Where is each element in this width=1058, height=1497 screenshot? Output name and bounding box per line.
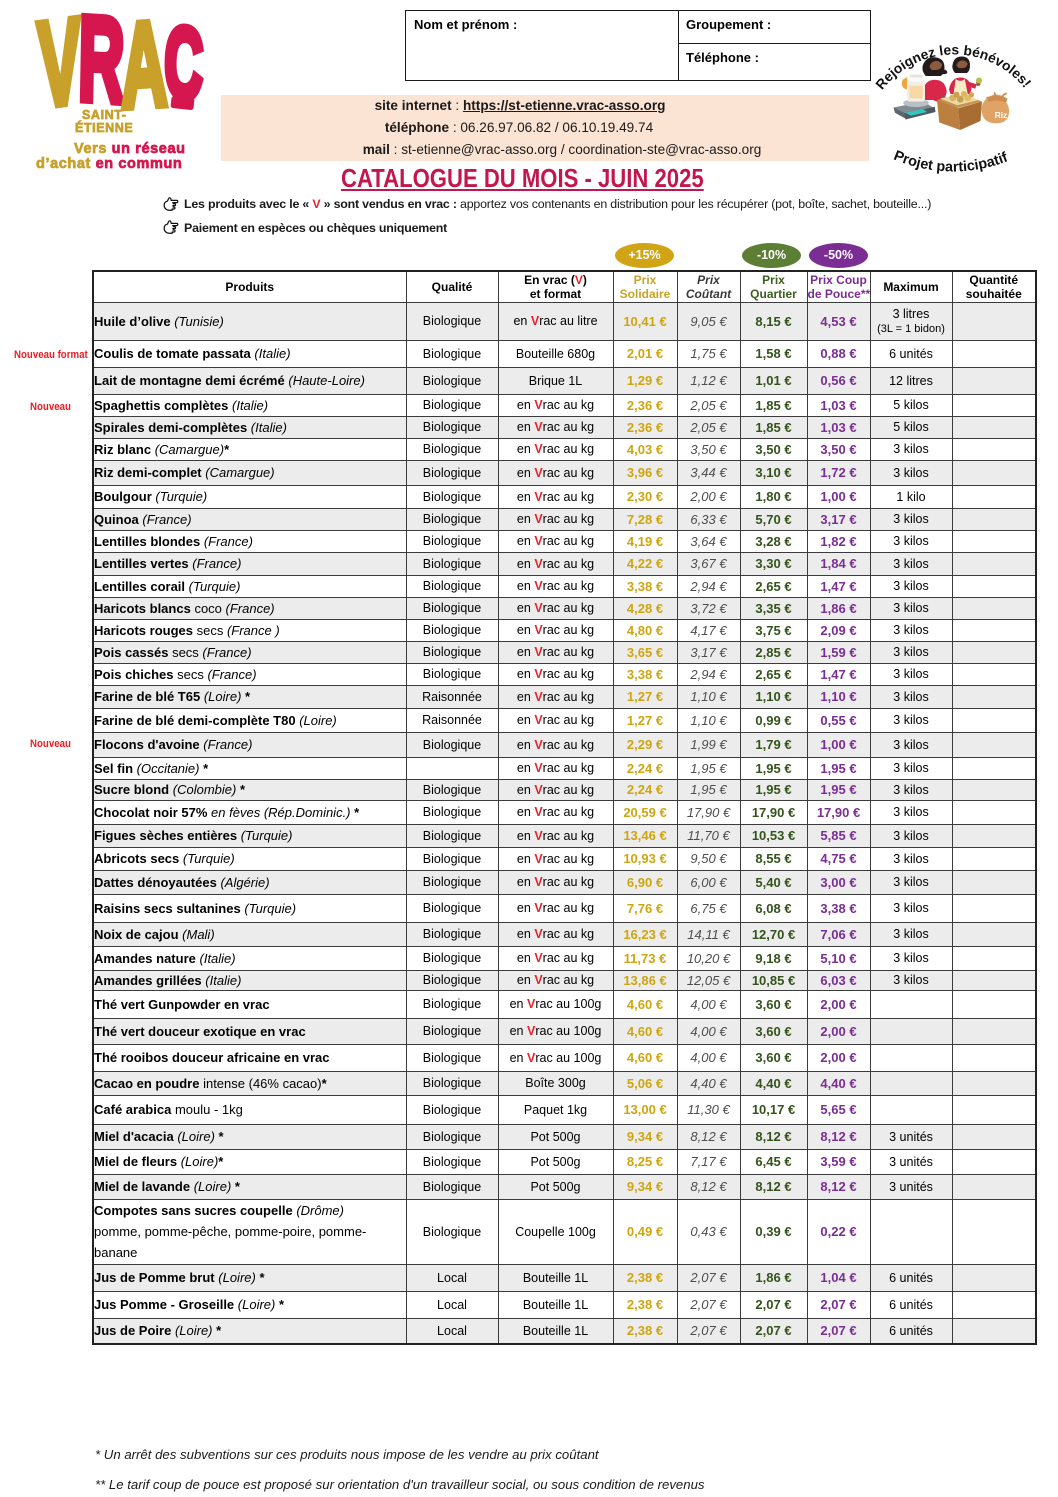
svg-text:A: A (120, 0, 168, 134)
svg-text:Riz: Riz (995, 111, 1007, 120)
svg-text:SAINT-: SAINT- (82, 108, 127, 122)
svg-text:R: R (77, 0, 125, 128)
svg-text:Vers un réseau: Vers un réseau (74, 141, 186, 157)
svg-text:d’achat en commun: d’achat en commun (36, 156, 182, 172)
svg-text:C: C (163, 6, 204, 121)
svg-text:V: V (36, 0, 83, 133)
svg-text:ÉTIENNE: ÉTIENNE (75, 120, 133, 135)
